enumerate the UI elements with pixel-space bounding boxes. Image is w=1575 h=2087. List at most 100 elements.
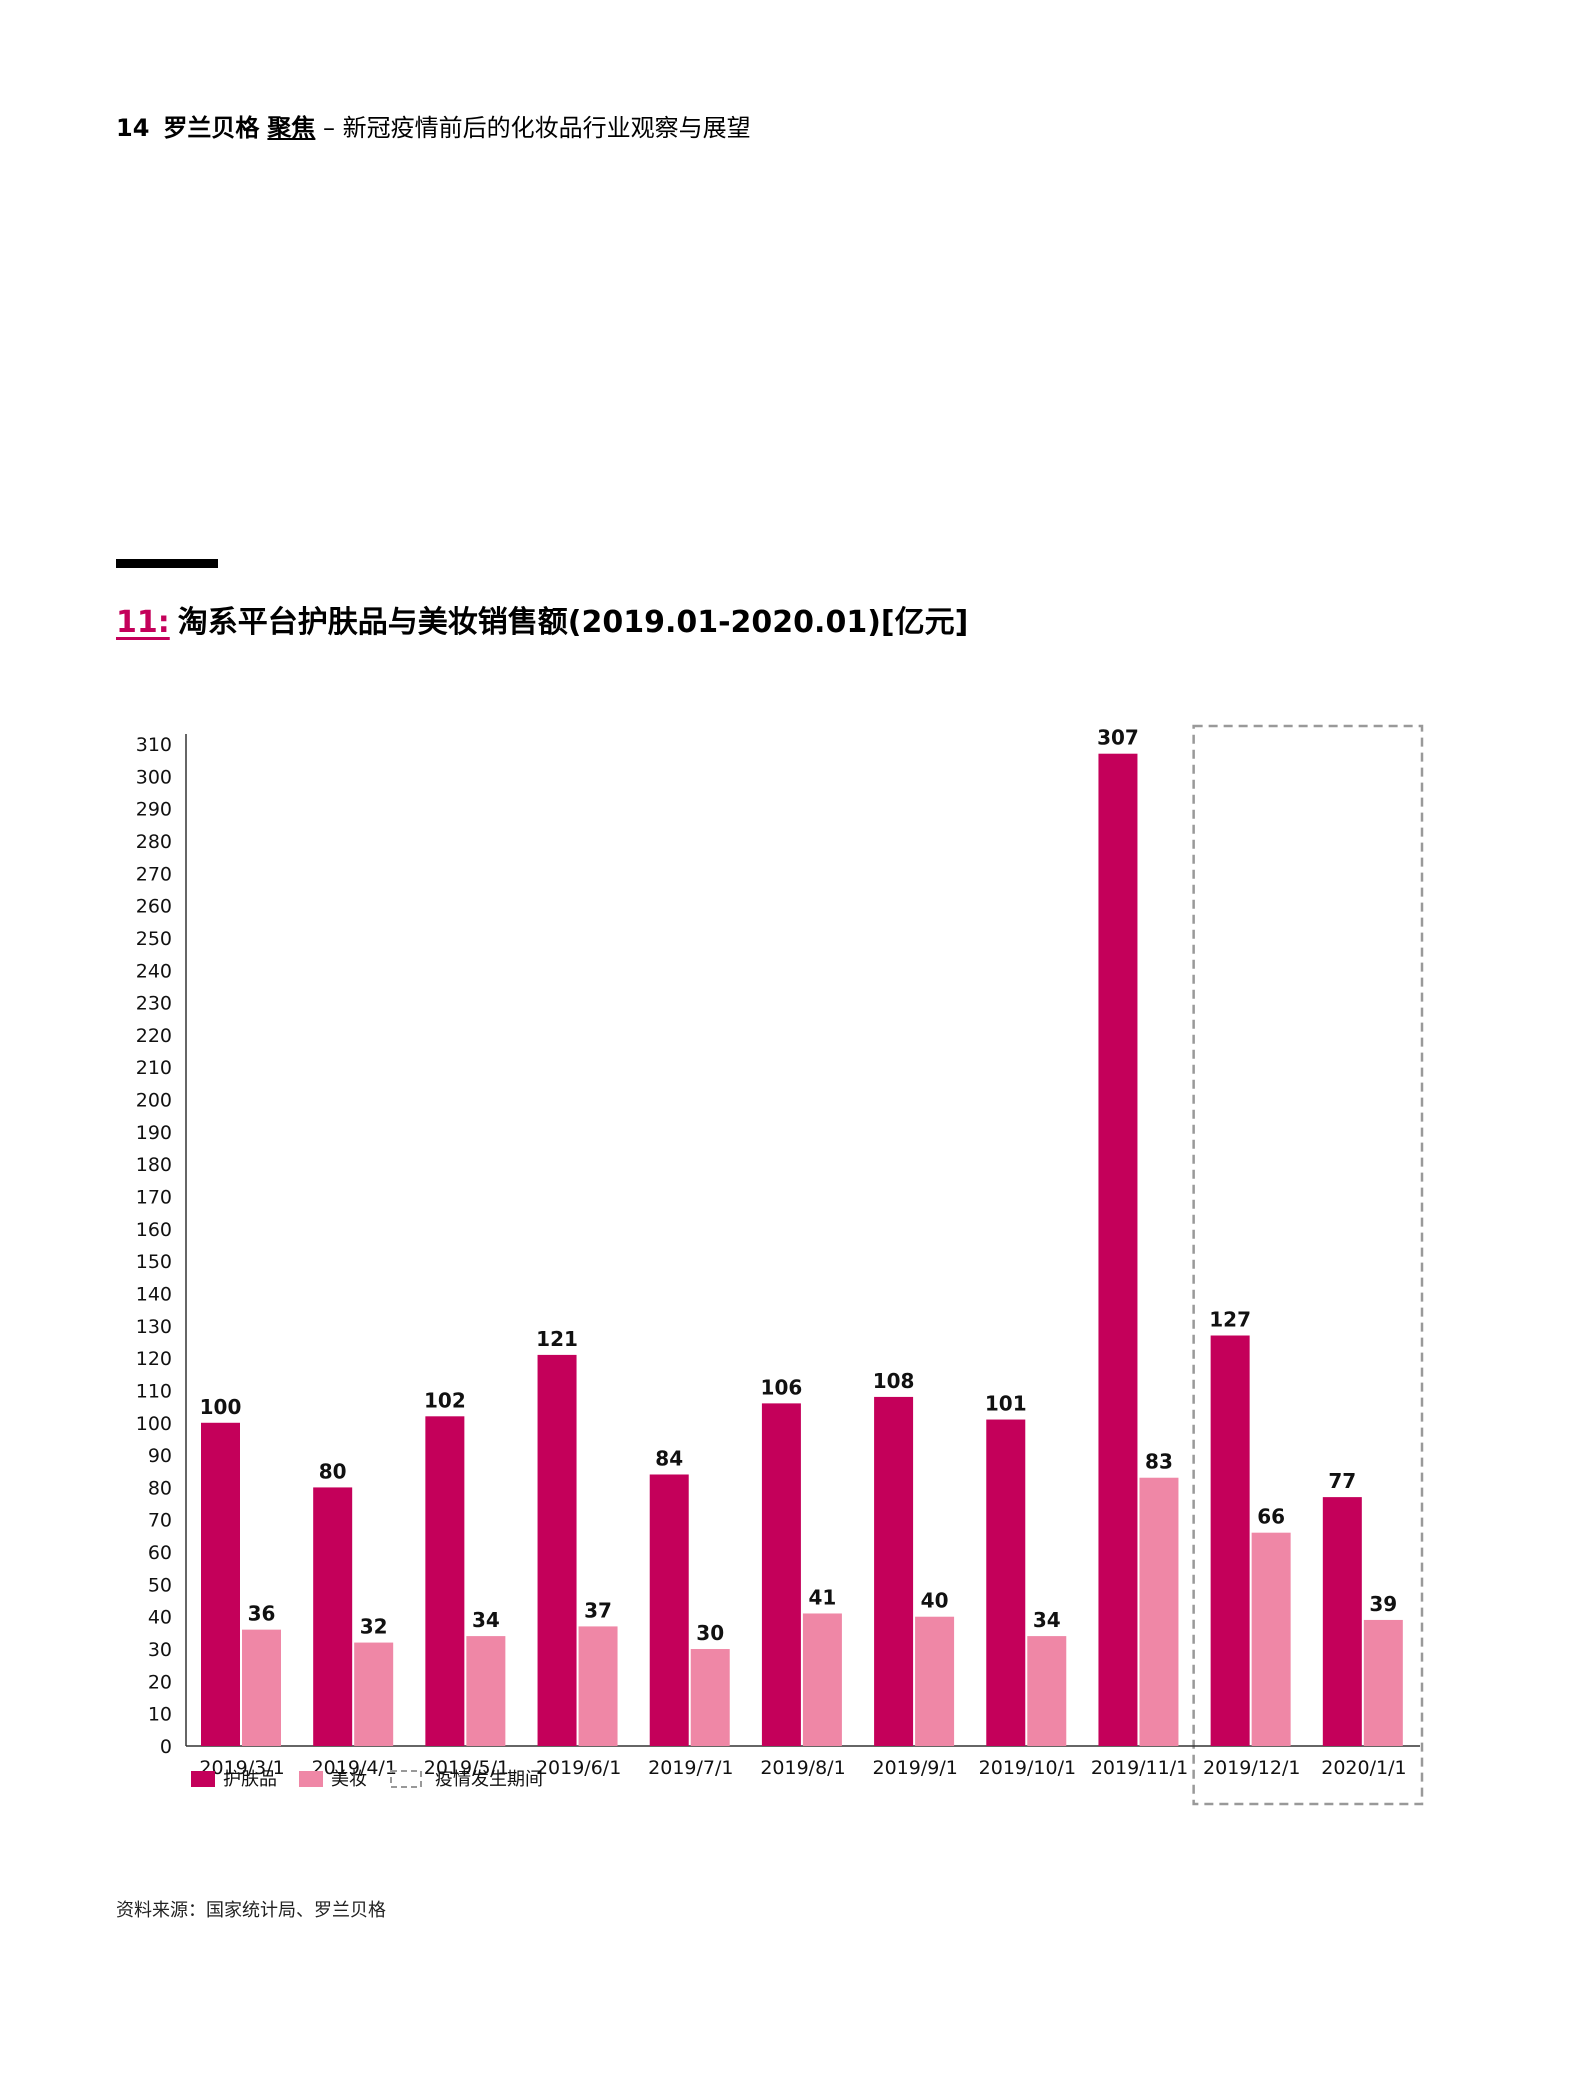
- bar-makeup: [1027, 1636, 1067, 1746]
- legend-label-skincare: 护肤品: [223, 1769, 277, 1790]
- data-label-makeup: 36: [248, 1602, 276, 1626]
- data-label-makeup: 37: [584, 1598, 612, 1622]
- y-tick-label: 240: [136, 960, 172, 982]
- bar-skincare: [425, 1416, 465, 1746]
- data-label-makeup: 30: [696, 1621, 724, 1645]
- bar-skincare: [874, 1396, 914, 1746]
- x-tick-label: 2020/1/1: [1321, 1757, 1406, 1779]
- bar-skincare: [1322, 1497, 1362, 1746]
- y-tick-label: 60: [148, 1542, 172, 1564]
- header-separator: –: [315, 114, 343, 142]
- bar-makeup: [466, 1636, 506, 1746]
- x-tick-label: 2019/6/1: [536, 1757, 621, 1779]
- x-tick-label: 2019/4/1: [312, 1757, 397, 1779]
- x-tick-label: 2019/7/1: [648, 1757, 733, 1779]
- header-subtitle: 新冠疫情前后的化妆品行业观察与展望: [342, 114, 751, 142]
- y-tick-label: 90: [148, 1445, 172, 1467]
- bar-makeup: [578, 1626, 618, 1746]
- source-note: 资料来源：国家统计局、罗兰贝格: [116, 1900, 386, 1921]
- y-tick-label: 170: [136, 1187, 172, 1209]
- x-tick-label: 2019/5/1: [424, 1757, 509, 1779]
- bar-makeup: [690, 1649, 730, 1746]
- bar-skincare: [986, 1419, 1026, 1746]
- figure-number: 11:: [116, 605, 170, 640]
- data-label-makeup: 40: [921, 1589, 949, 1613]
- y-tick-label: 300: [136, 766, 172, 788]
- highlight-period-box: [1192, 724, 1424, 1806]
- y-tick-label: 190: [136, 1122, 172, 1144]
- x-tick-label: 2019/11/1: [1091, 1757, 1188, 1779]
- x-tick-label: 2019/10/1: [979, 1757, 1076, 1779]
- bar-makeup: [354, 1642, 394, 1746]
- y-tick-label: 250: [136, 928, 172, 950]
- y-tick-label: 120: [136, 1348, 172, 1370]
- y-tick-label: 20: [148, 1671, 172, 1693]
- legend-swatch-makeup: [299, 1771, 323, 1787]
- data-label-skincare: 100: [200, 1395, 242, 1419]
- legend-swatch-skincare: [191, 1771, 215, 1787]
- x-tick-label: 2019/9/1: [873, 1757, 958, 1779]
- y-tick-label: 100: [136, 1413, 172, 1435]
- page-header: 14 罗兰贝格 聚焦 – 新冠疫情前后的化妆品行业观察与展望: [116, 112, 751, 144]
- legend-label-makeup: 美妆: [331, 1769, 367, 1790]
- y-tick-label: 270: [136, 863, 172, 885]
- y-tick-label: 80: [148, 1477, 172, 1499]
- bar-makeup: [1139, 1477, 1179, 1746]
- data-label-makeup: 66: [1257, 1505, 1285, 1529]
- data-label-skincare: 102: [424, 1388, 466, 1412]
- data-label-skincare: 77: [1328, 1469, 1356, 1493]
- data-label-makeup: 41: [808, 1585, 836, 1609]
- y-tick-label: 230: [136, 993, 172, 1015]
- data-label-skincare: 80: [319, 1459, 347, 1483]
- y-tick-label: 40: [148, 1607, 172, 1629]
- bar-makeup: [802, 1613, 842, 1746]
- page-number: 14: [116, 114, 150, 142]
- bar-skincare: [201, 1422, 240, 1746]
- bar-skincare: [1210, 1335, 1250, 1746]
- data-label-makeup: 32: [360, 1615, 388, 1639]
- figure-title: 11: 淘系平台护肤品与美妆销售额(2019.01-2020.01)[亿元]: [116, 603, 968, 643]
- bar-makeup: [1251, 1532, 1291, 1746]
- data-label-skincare: 108: [873, 1369, 915, 1393]
- x-tick-label: 2019/3/1: [199, 1757, 284, 1779]
- y-tick-label: 70: [148, 1510, 172, 1532]
- bar-skincare: [313, 1487, 353, 1746]
- data-label-skincare: 101: [985, 1392, 1027, 1416]
- y-tick-label: 150: [136, 1251, 172, 1273]
- data-label-makeup: 34: [472, 1608, 500, 1632]
- section-rule: [116, 559, 218, 568]
- x-tick-label: 2019/8/1: [760, 1757, 845, 1779]
- bar-skincare: [537, 1354, 577, 1746]
- figure-title-text: 淘系平台护肤品与美妆销售额(2019.01-2020.01)[亿元]: [177, 605, 969, 640]
- data-label-skincare: 106: [761, 1375, 803, 1399]
- y-tick-label: 290: [136, 799, 172, 821]
- y-tick-label: 0: [160, 1736, 172, 1758]
- y-tick-label: 280: [136, 831, 172, 853]
- bar-skincare: [649, 1474, 689, 1746]
- data-label-makeup: 39: [1369, 1592, 1397, 1616]
- y-tick-label: 10: [148, 1704, 172, 1726]
- y-tick-label: 50: [148, 1574, 172, 1596]
- bar-makeup: [915, 1616, 955, 1746]
- data-label-skincare: 121: [536, 1327, 578, 1351]
- y-tick-label: 110: [136, 1380, 172, 1402]
- y-tick-label: 220: [136, 1025, 172, 1047]
- bar-skincare: [1098, 753, 1138, 1746]
- legend-label-highlight: 疫情发生期间: [435, 1769, 543, 1790]
- bar-skincare: [761, 1403, 801, 1746]
- y-tick-label: 200: [136, 1090, 172, 1112]
- bar-makeup: [242, 1629, 281, 1746]
- y-tick-label: 180: [136, 1154, 172, 1176]
- data-label-makeup: 34: [1033, 1608, 1061, 1632]
- series-name: 聚焦: [267, 114, 316, 142]
- brand-name: 罗兰贝格: [163, 114, 260, 142]
- data-label-makeup: 83: [1145, 1450, 1173, 1474]
- x-tick-label: 2019/12/1: [1203, 1757, 1300, 1779]
- y-tick-label: 140: [136, 1283, 172, 1305]
- data-label-skincare: 307: [1097, 726, 1139, 750]
- y-tick-label: 310: [136, 734, 172, 756]
- legend-swatch-highlight: [390, 1770, 422, 1788]
- y-tick-label: 160: [136, 1219, 172, 1241]
- bar-chart: 0 10 20 30 40 50 60 70 80 90 100 110 120 130 140 150 160…: [136, 724, 1424, 1806]
- bar-makeup: [1363, 1619, 1403, 1746]
